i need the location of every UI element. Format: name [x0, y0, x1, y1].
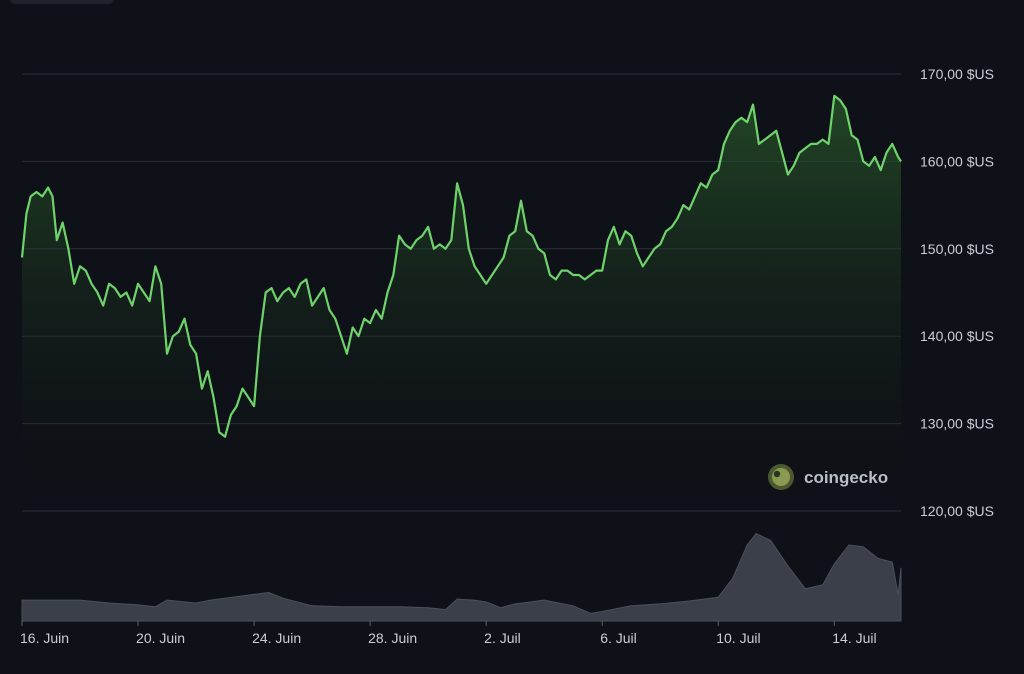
price-line-group — [20, 94, 902, 438]
y-tick-label: 120,00 $US — [920, 503, 994, 519]
x-tick-label: 14. Juil — [832, 630, 876, 646]
gecko-eye-icon — [773, 470, 781, 478]
y-tick-label: 150,00 $US — [920, 241, 994, 257]
x-axis: 16. Juin 20. Juin 24. Juin 28. Juin 2. Juil 6… — [20, 621, 877, 646]
x-tick-label: 2. Juil — [484, 630, 521, 646]
top-tab[interactable] — [10, 0, 114, 4]
x-tick-label: 20. Juin — [136, 630, 185, 646]
y-axis: 170,00 $US 160,00 $US 150,00 $US 140,00 $US… — [920, 66, 994, 519]
y-tick-label: 160,00 $US — [920, 153, 994, 169]
x-tick-label: 10. Juil — [716, 630, 760, 646]
watermark-text: coingecko — [804, 468, 888, 487]
y-tick-label: 140,00 $US — [920, 328, 994, 344]
x-tick-label: 16. Juin — [20, 630, 69, 646]
price-area — [22, 95, 901, 512]
x-tick-label: 28. Juin — [368, 630, 417, 646]
volume-area — [21, 532, 902, 622]
price-area-fill — [22, 95, 901, 512]
gecko-logo-inner — [772, 468, 790, 486]
volume-series — [21, 532, 902, 622]
y-tick-label: 130,00 $US — [920, 416, 994, 432]
coingecko-watermark: coingecko — [768, 464, 888, 490]
x-tick-label: 24. Juin — [252, 630, 301, 646]
price-line — [20, 94, 902, 438]
x-tick-label: 6. Juil — [600, 630, 637, 646]
y-tick-label: 170,00 $US — [920, 66, 994, 82]
